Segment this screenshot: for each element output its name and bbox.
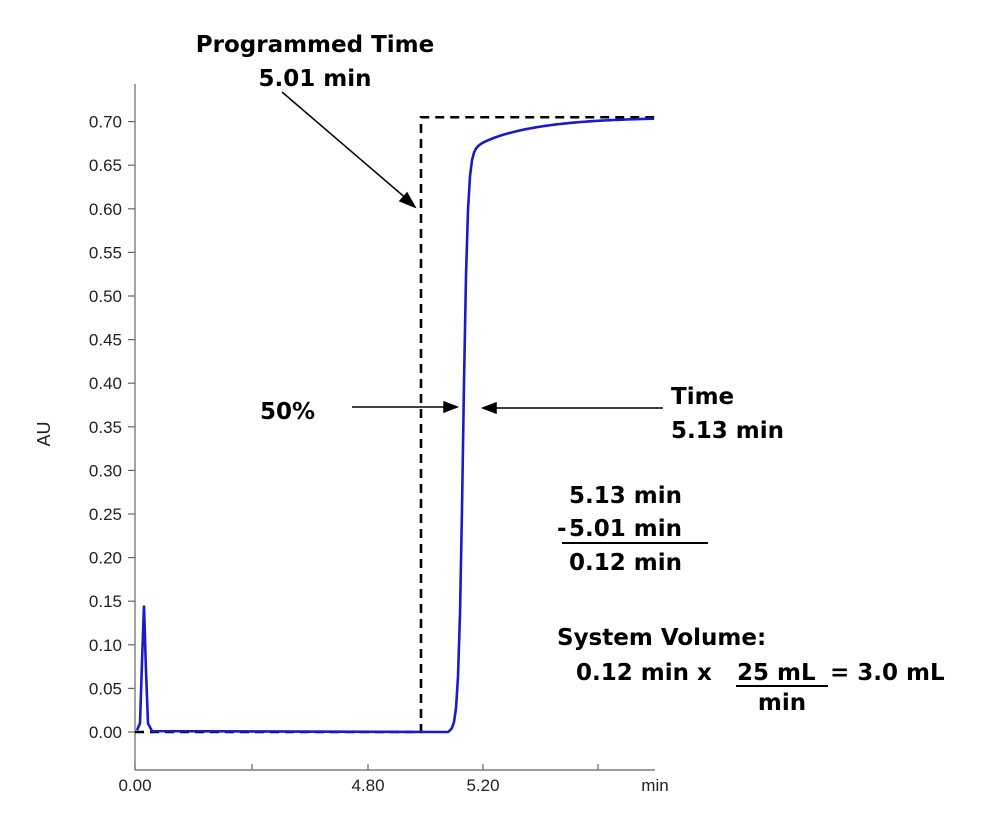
time-value: 5.13 min (671, 418, 784, 444)
y-tick-label: 0.30 (89, 461, 122, 480)
absorbance-curve (135, 117, 655, 734)
system-volume-suffix: = 3.0 mL (830, 660, 945, 686)
y-tick-label: 0.00 (89, 723, 122, 742)
y-tick-label: 0.45 (89, 331, 122, 350)
programmed-time-arrowhead (398, 191, 417, 209)
time-arrowhead (480, 401, 497, 415)
y-tick-label: 0.55 (89, 243, 122, 262)
y-tick-label: 0.35 (89, 418, 122, 437)
x-ticks: 0.00 4.80 5.20 (118, 764, 599, 795)
y-tick-label: 0.60 (89, 200, 122, 219)
system-volume-numerator: 25 mL (737, 660, 816, 686)
programmed-time-arrow (281, 91, 409, 201)
y-axis-label: AU (34, 421, 54, 446)
y-tick-label: 0.20 (89, 549, 122, 568)
y-tick-label: 0.05 (89, 679, 122, 698)
system-volume-title: System Volume: (557, 625, 766, 651)
y-tick-label: 0.15 (89, 592, 122, 611)
y-ticks: 0.00 0.05 0.10 0.15 0.20 0.25 0.30 0.35 0.40 0.45… (89, 113, 135, 742)
programmed-time-value: 5.01 min (259, 66, 372, 92)
x-tick-label: 4.80 (351, 776, 384, 795)
y-tick-label: 0.65 (89, 156, 122, 175)
calc-minus: - (557, 516, 567, 542)
time-label: Time (671, 384, 734, 410)
calc-line-1: 5.13 min (569, 483, 682, 509)
y-tick-label: 0.25 (89, 505, 122, 524)
fifty-percent-arrowhead (443, 400, 460, 414)
y-tick-label: 0.10 (89, 636, 122, 655)
system-volume-denominator: min (758, 690, 806, 716)
x-tick-label: 5.20 (466, 776, 499, 795)
x-axis-unit-label: min (641, 776, 668, 795)
annotation-arrows (281, 91, 828, 687)
calc-line-3: 0.12 min (569, 550, 682, 576)
y-tick-label: 0.40 (89, 374, 122, 393)
calc-line-2: 5.01 min (569, 516, 682, 542)
system-volume-prefix: 0.12 min x (576, 660, 712, 686)
x-tick-label: 0.00 (118, 776, 151, 795)
y-tick-label: 0.70 (89, 113, 122, 132)
fifty-percent-label: 50% (260, 399, 315, 425)
programmed-time-label: Programmed Time (196, 32, 434, 58)
y-tick-label: 0.50 (89, 287, 122, 306)
